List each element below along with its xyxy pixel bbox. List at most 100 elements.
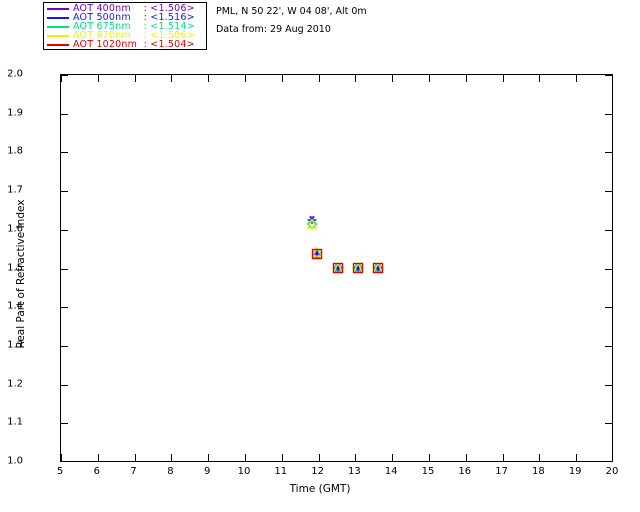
legend-dash-icon (47, 7, 69, 10)
x-tick-label: 12 (311, 466, 324, 477)
data-point-aot-675nm (372, 259, 384, 278)
x-axis-tick (61, 75, 62, 82)
x-axis-tick (576, 75, 578, 82)
x-axis-tick (245, 454, 246, 461)
legend-box: AOT 400nm : <1.506> AOT 500nm : <1.516> AO… (43, 2, 207, 50)
y-axis-tick (61, 152, 68, 154)
y-tick-label: 1.8 (7, 145, 23, 157)
data-point-aot-500nm (352, 259, 363, 278)
legend-dash-icon (47, 43, 69, 46)
y-tick-label: 1.7 (7, 184, 23, 196)
data-point-aot-1020nm (352, 259, 364, 278)
y-tick-label: 1.4 (7, 300, 23, 312)
legend-dash-icon (47, 34, 69, 37)
y-tick-label: 2.0 (7, 68, 23, 80)
y-axis-title: Real Part of Refractive Index (15, 199, 27, 349)
x-axis-tick (281, 454, 283, 461)
x-axis-tick (281, 75, 283, 82)
y-axis-tick (605, 152, 612, 154)
y-axis-tick (61, 384, 68, 386)
data-point-aot-400nm (372, 259, 383, 278)
y-axis-tick (61, 423, 68, 425)
x-axis-tick (171, 75, 173, 82)
y-axis-tick (605, 384, 612, 386)
x-axis-tick (318, 454, 320, 461)
legend-item-label: AOT 870nm : <1.506> (73, 30, 195, 41)
y-axis-tick (605, 75, 612, 76)
x-axis-tick (355, 75, 357, 82)
data-point-aot-675nm (306, 214, 318, 233)
legend-dash-icon (47, 25, 69, 28)
x-tick-label: 14 (384, 466, 398, 477)
data-point-aot-675nm (352, 259, 364, 278)
y-axis-tick (605, 307, 612, 309)
data-point-aot-675nm (332, 259, 344, 278)
y-axis-tick (61, 75, 68, 76)
data-point-aot-400nm (306, 211, 317, 230)
data-point-aot-400nm (333, 259, 344, 278)
x-axis-tick (61, 454, 62, 461)
legend-item-1020nm: AOT 1020nm : <1.504> (44, 40, 206, 49)
x-axis-tick (355, 454, 357, 461)
x-axis-tick (465, 454, 467, 461)
y-tick-label: 1.6 (7, 223, 23, 235)
data-point-aot-675nm (311, 245, 323, 264)
x-tick-label: 5 (56, 466, 64, 477)
y-axis-tick (605, 113, 612, 115)
x-axis-tick (502, 75, 504, 82)
y-axis-tick (61, 191, 68, 193)
x-tick-label: 13 (348, 466, 361, 477)
x-tick-label: 9 (204, 466, 211, 477)
x-tick-label: 15 (421, 466, 435, 477)
y-tick-label: 1.3 (7, 339, 23, 351)
data-point-aot-400nm (352, 259, 363, 278)
x-axis-tick (171, 454, 173, 461)
y-axis-tick (605, 191, 612, 193)
y-tick-label: 1.0 (7, 455, 23, 467)
legend-item-870nm: AOT 870nm : <1.506> (44, 31, 206, 40)
x-axis-tick (392, 454, 394, 461)
x-tick-label: 8 (167, 466, 174, 477)
data-point-aot-1020nm (372, 259, 384, 278)
legend-item-label: AOT 1020nm : <1.504> (73, 39, 195, 50)
data-point-aot-1020nm (332, 259, 344, 278)
y-axis-tick (61, 113, 68, 115)
legend-item-675nm: AOT 675nm : <1.514> (44, 22, 206, 31)
data-point-aot-870nm (332, 259, 344, 278)
x-axis-tick (97, 454, 99, 461)
x-axis-tick (392, 75, 394, 82)
plot-title-location: PML, N 50 22', W 04 08', Alt 0m (216, 6, 367, 17)
data-point-aot-870nm (306, 214, 318, 233)
y-axis-tick (605, 268, 612, 270)
legend-item-label: AOT 400nm : <1.506> (73, 3, 195, 14)
y-tick-label: 1.1 (7, 416, 23, 428)
x-axis-tick (429, 454, 430, 461)
data-point-aot-870nm (352, 259, 364, 278)
x-axis-tick (576, 454, 578, 461)
x-tick-label: 11 (274, 466, 288, 477)
x-tick-label: 20 (605, 466, 619, 477)
x-axis-tick (429, 75, 430, 82)
y-axis-tick (605, 423, 612, 425)
y-axis-tick (605, 345, 612, 347)
y-axis-tick (605, 229, 612, 231)
data-point-aot-500nm (333, 259, 344, 278)
data-point-aot-500nm (311, 245, 322, 264)
x-axis-tick (539, 75, 541, 82)
x-axis-tick (539, 454, 541, 461)
legend-item-label: AOT 675nm : <1.514> (73, 21, 195, 32)
legend-item-label: AOT 500nm : <1.516> (73, 12, 195, 23)
x-tick-label: 7 (130, 466, 137, 477)
x-axis-tick (208, 75, 210, 82)
x-axis-tick (465, 75, 467, 82)
x-axis-tick (245, 75, 246, 82)
data-point-aot-870nm (311, 242, 323, 261)
x-axis-tick (208, 454, 210, 461)
y-tick-label: 1.5 (7, 262, 23, 273)
y-axis-tick (61, 268, 68, 270)
x-axis-tick (134, 454, 136, 461)
legend-dash-icon (47, 16, 69, 19)
legend-item-500nm: AOT 500nm : <1.516> (44, 13, 206, 22)
x-tick-label: 10 (237, 466, 251, 477)
